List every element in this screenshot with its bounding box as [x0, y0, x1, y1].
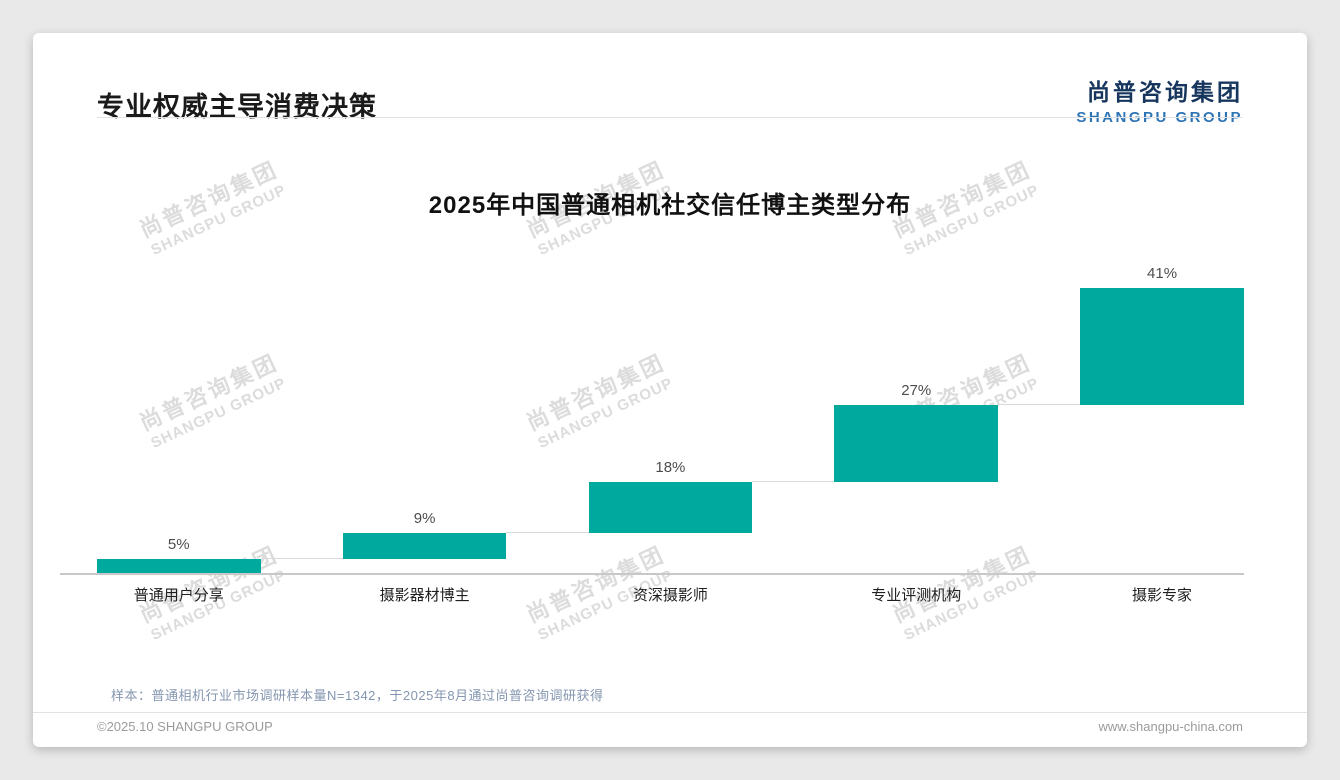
- bar-segment-1: [342, 533, 507, 559]
- header-divider: [97, 117, 1243, 118]
- bar-segment-3: [834, 404, 998, 482]
- x-axis-label-2: 资深摄影师: [632, 587, 708, 604]
- connector-line-3: [997, 403, 1081, 405]
- chart-title: 2025年中国普通相机社交信任博主类型分布: [428, 192, 912, 219]
- bar-segment-4: [1080, 288, 1244, 405]
- bar-value-label-4: 41%: [1147, 265, 1178, 282]
- website-url: www.shangpu-china.com: [1098, 719, 1243, 734]
- company-logo: 尚普咨询集团 SHANGPU GROUP: [1076, 73, 1243, 126]
- bar-segment-0: [97, 558, 261, 573]
- bar-value-label-3: 27%: [901, 381, 932, 399]
- sample-footnote: 样本：普通相机行业市场调研样本量N=1342，于2025年8月通过尚普咨询调研获…: [111, 688, 604, 703]
- x-axis-label-0: 普通用户分享: [133, 587, 224, 604]
- connector-line-2: [752, 480, 835, 482]
- waterfall-chart: 5% 普通用户分享 9% 摄影器材博主 18% 资深摄影师 27% 专业评测机构 41% 摄影专家: [60, 265, 1244, 604]
- bar-value-label-2: 18%: [655, 458, 686, 476]
- x-axis-label-3: 专业评测机构: [871, 587, 962, 604]
- header: 专业权威主导消费决策 尚普咨询集团 SHANGPU GROUP: [97, 73, 1243, 126]
- connector-line-1: [506, 532, 589, 534]
- bar-value-label-0: 5%: [167, 535, 190, 553]
- copyright-text: ©2025.10 SHANGPU GROUP: [97, 719, 273, 734]
- logo-chinese-text: 尚普咨询集团: [1087, 79, 1243, 105]
- x-axis-label-4: 摄影专家: [1132, 587, 1193, 604]
- slide-card: 尚普咨询集团 SHANGPU GROUP 尚普咨询集团 SHANGPU GROUP 尚普…: [33, 33, 1307, 747]
- x-axis-baseline: [60, 573, 1244, 575]
- connector-line-0: [260, 557, 343, 559]
- bar-value-label-1: 9%: [413, 510, 436, 528]
- footer-divider: [33, 712, 1307, 713]
- footer: ©2025.10 SHANGPU GROUP www.shangpu-china…: [97, 719, 1243, 734]
- bar-segment-2: [588, 481, 753, 534]
- x-axis-label-1: 摄影器材博主: [379, 587, 470, 604]
- chart-plot-area: 5% 普通用户分享 9% 摄影器材博主 18% 资深摄影师 27% 专业评测机构 41% 摄影专家: [60, 265, 1244, 604]
